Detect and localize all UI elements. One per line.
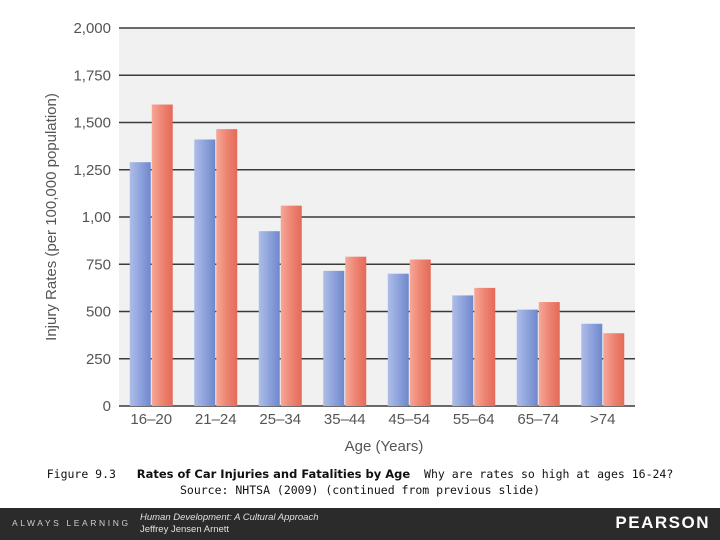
x-tick-label: 45–54 [388,411,430,428]
bar-series-2 [409,259,431,406]
x-tick-label: 35–44 [324,411,366,428]
bar-series-2 [345,256,367,406]
footer-tagline: ALWAYS LEARNING [12,518,131,528]
injury-rate-chart: 0 250 500 750 1,00 1,250 1,500 1,750 2,000 16–20 2… [43,20,635,455]
bar-series-1 [387,273,409,406]
bar-series-2 [280,205,302,406]
bar-series-1 [581,323,603,406]
x-tick-label: 55–64 [453,411,495,428]
y-tick-label: 1,00 [82,209,111,226]
y-tick-label: 1,500 [73,115,111,132]
bar-series-2 [474,287,496,406]
y-tick-label: 1,750 [73,67,111,84]
bar-series-2 [216,129,238,407]
footer-book-title: Human Development: A Cultural Approach [140,512,319,523]
y-tick-label: 0 [103,398,111,415]
bar-series-2 [603,333,625,406]
caption-line-1: Figure 9.3 Rates of Car Injuries and Fat… [0,466,720,482]
y-axis-title: Injury Rates (per 100,000 population) [43,93,60,341]
bar-series-1 [516,309,538,406]
x-tick-label: 65–74 [517,411,559,428]
figure-question: Why are rates so high at ages 16-24? [424,467,674,481]
y-tick-label: 2,000 [73,20,111,37]
x-tick-label: 21–24 [195,411,237,428]
bar-series-2 [151,104,173,407]
x-tick-label: >74 [590,411,615,428]
y-tick-label: 750 [86,256,111,273]
pearson-logo: PEARSON [615,513,710,532]
footer-book-info: Human Development: A Cultural Approach J… [140,512,318,536]
y-tick-label: 250 [86,351,111,368]
figure-label: Figure 9.3 [46,467,116,481]
bar-series-1 [258,231,280,406]
bar-series-1 [194,139,216,406]
bar-series-1 [129,162,151,406]
y-tick-label: 500 [86,304,111,321]
x-tick-label: 16–20 [130,411,172,428]
figure-source: Source: NHTSA (2009) (continued from pre… [179,483,541,497]
y-tick-label: 1,250 [73,162,111,179]
figure-title: Rates of Car Injuries and Fatalities by … [136,467,411,481]
x-tick-label: 25–34 [259,411,301,428]
bar-series-2 [538,302,560,406]
bar-series-1 [323,270,345,406]
footer-bar: ALWAYS LEARNING Human Development: A Cul… [0,508,720,540]
bar-series-1 [452,295,474,406]
figure-caption: Figure 9.3 Rates of Car Injuries and Fat… [0,466,720,498]
x-axis-title: Age (Years) [345,438,424,455]
footer-author: Jeffrey Jensen Arnett [140,524,230,535]
